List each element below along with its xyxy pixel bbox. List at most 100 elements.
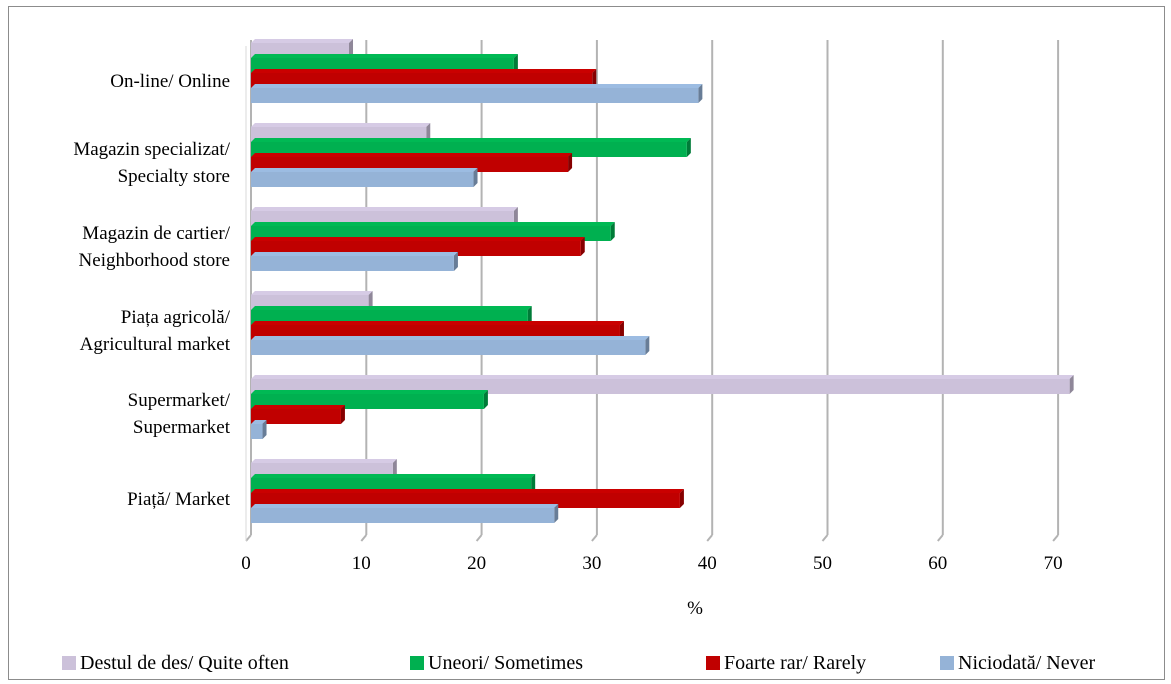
category-label-line: Specialty store	[117, 166, 230, 187]
bar-2-3	[251, 252, 458, 271]
bar-top	[251, 459, 397, 463]
category-label-line: Piața agricolă/	[120, 307, 230, 328]
bar-top	[251, 252, 458, 256]
bar-end	[483, 390, 488, 409]
x-tick-label: 0	[241, 553, 251, 574]
category-label-line: Piață/ Market	[127, 488, 230, 510]
category-label: Magazin de cartier/Neighborhood store	[0, 220, 230, 274]
bar-top	[251, 405, 345, 409]
legend-label: Foarte rar/ Rarely	[724, 651, 867, 674]
grid-lines	[245, 40, 1060, 542]
legend-item: Foarte rar/ Rarely	[706, 648, 866, 678]
bar-top	[251, 474, 536, 478]
bar-top	[251, 375, 1074, 379]
legend-item: Uneori/ Sometimes	[410, 648, 583, 678]
x-axis-label: %	[687, 598, 703, 619]
bar-4-3	[251, 420, 267, 439]
bar-end	[453, 252, 458, 271]
bar-end	[679, 489, 684, 508]
bar-top	[251, 504, 559, 508]
bar-top	[251, 168, 478, 172]
bar-top	[251, 420, 267, 424]
bar-top	[251, 390, 488, 394]
category-label: Piața agricolă/Agricultural market	[0, 304, 230, 358]
bar-top	[251, 54, 518, 58]
category-label: Magazin specializat/Specialty store	[0, 136, 230, 190]
category-label-line: Neighborhood store	[78, 250, 230, 271]
bar-top	[251, 489, 684, 493]
bar-front	[251, 409, 341, 424]
legend-label: Destul de des/ Quite often	[80, 651, 289, 674]
bar-end	[619, 321, 624, 340]
category-label-line: On-line/ Online	[110, 70, 230, 92]
bar-top	[251, 153, 573, 157]
grid-foot-10	[360, 534, 368, 542]
bar-top	[251, 306, 532, 310]
bar-end	[426, 123, 431, 142]
x-tick-label: 60	[928, 553, 948, 574]
category-label-line: Magazin de cartier/	[82, 223, 230, 244]
bars	[251, 39, 1074, 523]
x-tick-label: 40	[697, 553, 717, 574]
grid-foot-0	[245, 534, 252, 542]
category-label: On-line/ Online	[0, 68, 230, 95]
grid-foot-60	[937, 534, 944, 542]
legend: Destul de des/ Quite often Uneori/ Someti…	[0, 648, 1171, 678]
bar-end	[527, 306, 532, 325]
bar-front	[251, 256, 454, 271]
category-label: Supermarket/Supermarket	[0, 387, 230, 441]
bar-end	[568, 153, 573, 172]
legend-swatch	[410, 656, 424, 670]
bar-end	[392, 459, 397, 478]
bar-end	[698, 84, 703, 103]
category-label-line: Magazin specializat/	[73, 139, 230, 160]
bar-top	[251, 123, 431, 127]
grid-foot-20	[475, 534, 483, 542]
bar-4-2	[251, 405, 345, 424]
legend-item: Niciodată/ Never	[940, 648, 1095, 678]
category-label-line: Supermarket	[132, 417, 230, 438]
bar-end	[610, 222, 615, 241]
bar-end	[473, 168, 478, 187]
bar-top	[251, 237, 585, 241]
bar-end	[645, 336, 650, 355]
legend-item: Destul de des/ Quite often	[62, 648, 289, 678]
legend-label: Niciodată/ Never	[958, 651, 1096, 674]
legend-swatch	[940, 656, 954, 670]
grid-foot-30	[591, 534, 598, 542]
grid-foot-40	[706, 534, 713, 542]
bar-top	[251, 291, 373, 295]
bar-5-3	[251, 504, 559, 523]
bar-end	[580, 237, 585, 256]
bar-front	[251, 424, 263, 439]
bar-top	[251, 222, 615, 226]
grid-foot-70	[1052, 534, 1059, 542]
legend-swatch	[706, 656, 720, 670]
bar-end	[686, 138, 691, 157]
bar-top	[251, 336, 650, 340]
bar-end	[513, 207, 518, 226]
bar-top	[251, 138, 691, 142]
bar-end	[513, 54, 518, 73]
bar-top	[251, 207, 518, 211]
x-tick-label: 30	[582, 553, 602, 574]
bar-0-3	[251, 84, 703, 103]
bar-top	[251, 321, 624, 325]
grid-foot-50	[821, 534, 829, 542]
bar-front	[251, 88, 699, 103]
bar-top	[251, 84, 703, 88]
x-tick-label: 10	[351, 553, 371, 574]
bar-1-3	[251, 168, 478, 187]
category-label-line: Agricultural market	[79, 334, 230, 355]
bar-end	[554, 504, 559, 523]
bar-3-3	[251, 336, 650, 355]
x-tick-label: 50	[813, 553, 832, 574]
bar-end	[262, 420, 267, 439]
legend-label: Uneori/ Sometimes	[428, 651, 583, 674]
bar-end	[1069, 375, 1074, 394]
bar-front	[251, 508, 555, 523]
bar-front	[251, 340, 646, 355]
bar-end	[368, 291, 373, 310]
bar-end	[349, 39, 354, 58]
